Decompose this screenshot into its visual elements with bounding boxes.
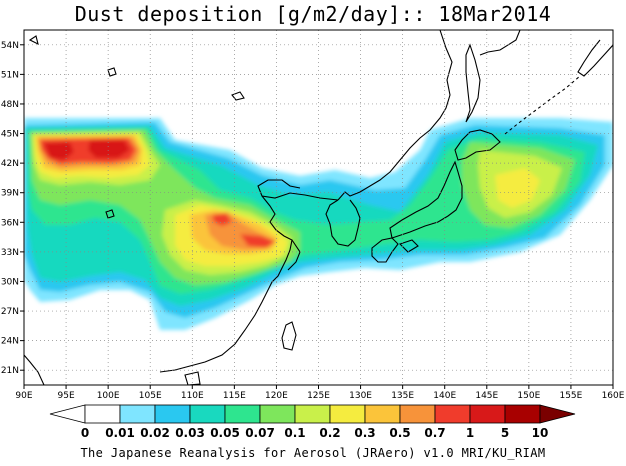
colorbar-label: 0.07 [245,426,275,440]
colorbar-label: 0.01 [105,426,135,440]
colorbar-label: 0.03 [175,426,205,440]
colorbar-label: 0.2 [319,426,340,440]
colorbar-swatch [189,404,226,424]
colorbar-swatch [364,404,401,424]
lat-tick-label: 36N [1,218,19,228]
lon-tick-label: 155E [559,391,582,401]
colorbar-label: 0.7 [424,426,445,440]
colorbar-label: 0.3 [354,426,375,440]
lon-tick-label: 105E [139,391,162,401]
lon-tick-label: 140E [433,391,456,401]
lon-tick-label: 110E [181,391,204,401]
lat-tick-label: 42N [1,159,19,169]
lon-tick-label: 120E [265,391,288,401]
lon-tick-label: 90E [15,391,32,401]
page-title: Dust deposition [g/m2/day]:: 18Mar2014 [74,2,552,26]
colorbar-label: 0.02 [140,426,170,440]
lon-tick-label: 125E [307,391,330,401]
lon-tick-label: 100E [97,391,120,401]
colorbar-label: 5 [501,426,509,440]
lon-tick-label: 95E [58,391,75,401]
lon-tick-label: 145E [475,391,498,401]
colorbar-swatch [119,404,156,424]
colorbar-label: 0 [81,426,89,440]
lon-tick-label: 135E [391,391,414,401]
colorbar-swatch [294,404,331,424]
colorbar-high-triangle [539,404,576,424]
lat-tick-label: 54N [1,41,19,51]
lon-axis: 90E 95E 100E 105E 110E 115E 120E 125E 130E 135E 14… [15,385,625,401]
lon-tick-label: 115E [223,391,246,401]
lon-tick-label: 160E [602,391,625,401]
lat-tick-label: 51N [1,70,19,80]
colorbar-swatch [504,404,541,424]
coastlines [24,30,613,385]
colorbar-label: 0.1 [284,426,305,440]
colorbar-swatch [84,404,121,424]
colorbar-label: 1 [466,426,474,440]
colorbar-swatch [329,404,366,424]
colorbar-swatch [154,404,191,424]
lat-axis: 21N 24N 27N 30N 33N 36N 39N 42N 45N 48N 51N 54N [1,41,24,376]
colorbar-swatch [259,404,296,424]
lon-tick-label: 150E [517,391,540,401]
colorbar: 0 0.01 0.02 0.03 0.05 0.07 0.1 0.2 0.3 0.5 0.7 1 5 10 [49,404,576,440]
dust-deposition-field [24,118,613,330]
lat-tick-label: 27N [1,307,19,317]
lat-tick-label: 30N [1,277,19,287]
colorbar-label: 0.5 [389,426,410,440]
lat-tick-label: 39N [1,189,19,199]
lat-tick-label: 24N [1,337,19,347]
colorbar-label: 10 [532,426,549,440]
colorbar-swatch [469,404,506,424]
colorbar-low-triangle [49,404,86,424]
colorbar-swatch [224,404,261,424]
lon-tick-label: 130E [349,391,372,401]
lat-tick-label: 48N [1,100,19,110]
lat-tick-label: 21N [1,366,19,376]
colorbar-label: 0.05 [210,426,240,440]
lat-tick-label: 45N [1,130,19,140]
colorbar-swatch [399,404,436,424]
footer-credit: The Japanese Reanalysis for Aerosol (JRA… [80,446,546,460]
colorbar-swatch [434,404,471,424]
lat-tick-label: 33N [1,248,19,258]
